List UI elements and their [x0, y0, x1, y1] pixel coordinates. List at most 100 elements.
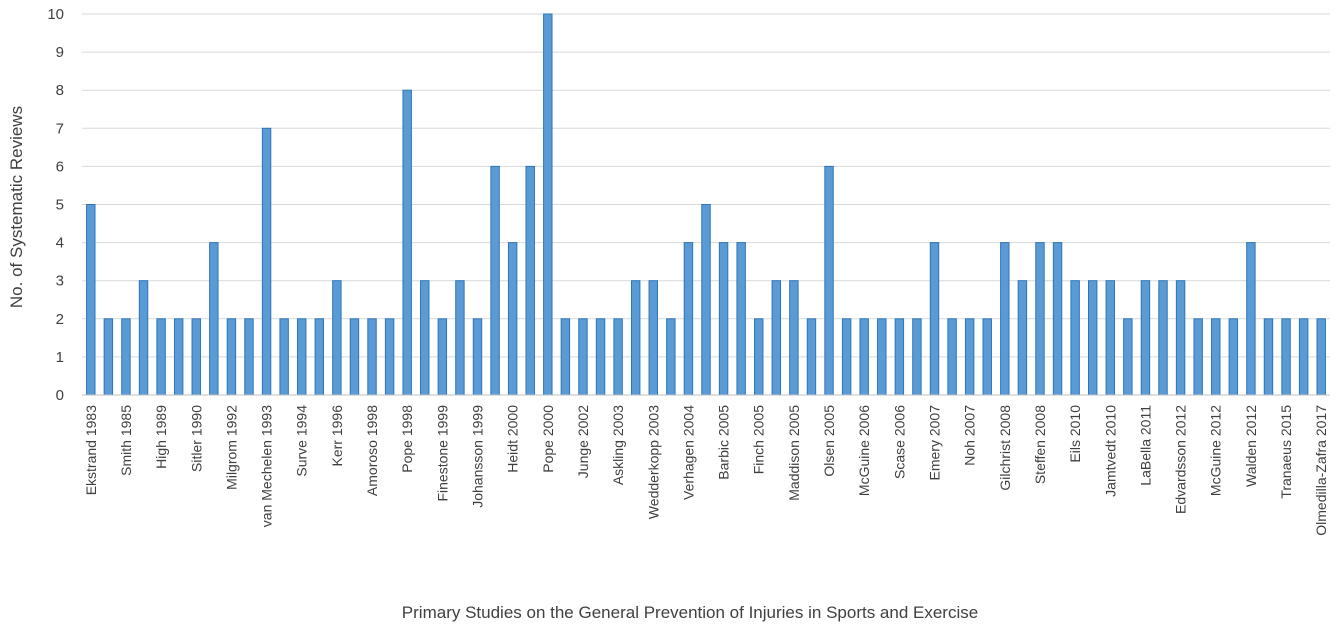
- bar: [244, 318, 254, 396]
- x-tick-label: Barbic 2005: [716, 405, 732, 480]
- x-tick-label: Pope 1998: [399, 405, 415, 473]
- bar: [648, 280, 658, 396]
- x-tick-label: Maddison 2005: [786, 405, 802, 501]
- bar: [1263, 318, 1274, 396]
- x-tick-label: Noh 2007: [962, 405, 978, 466]
- bar: [367, 318, 377, 396]
- y-tick-label: 2: [56, 311, 64, 328]
- bar: [736, 242, 746, 396]
- bar: [1281, 318, 1291, 396]
- y-tick-label: 1: [56, 349, 64, 366]
- bar: [771, 280, 782, 396]
- x-tick-label: Surve 1994: [294, 405, 310, 477]
- bar: [173, 318, 184, 396]
- x-tick-label: Edvardsson 2012: [1173, 405, 1189, 514]
- bar: [754, 318, 764, 396]
- bar: [578, 318, 588, 396]
- x-tick-label: Eils 2010: [1067, 405, 1083, 463]
- bar: [138, 280, 149, 396]
- x-tick-label: Sitler 1990: [188, 405, 204, 472]
- bar: [1105, 280, 1116, 396]
- bar: [296, 318, 307, 396]
- x-tick-label: High 1989: [153, 405, 169, 469]
- bar: [472, 318, 483, 396]
- bar: [789, 280, 799, 396]
- x-tick-label: Finestone 1999: [434, 405, 450, 502]
- bar: [595, 318, 606, 396]
- x-tick-label: Olsen 2005: [821, 405, 837, 477]
- x-tick-label: Pope 2000: [540, 405, 556, 473]
- bar: [1228, 318, 1239, 396]
- bar: [1246, 242, 1256, 396]
- x-axis-ticks: Ekstrand 1983 Smith 1985 High 1989 Sitler 1…: [83, 405, 1329, 536]
- bar: [384, 318, 395, 396]
- x-tick-label: Milgrom 1992: [223, 405, 239, 490]
- y-axis-title: No. of Systematic Reviews: [7, 106, 26, 308]
- bar: [103, 318, 114, 396]
- x-tick-label: Olmedilla-Zafra 2017: [1313, 405, 1329, 536]
- x-tick-label: Finch 2005: [751, 405, 767, 474]
- bar: [1193, 318, 1203, 396]
- y-axis-ticks: 0 1 2 3 4 5 6 7 8 9 10: [47, 6, 64, 404]
- bar: [420, 280, 430, 396]
- bar: [209, 242, 219, 396]
- bar: [279, 318, 289, 396]
- bar: [349, 318, 360, 396]
- bar: [1158, 280, 1168, 396]
- x-tick-label: Kerr 1996: [329, 405, 345, 467]
- bar: [912, 318, 922, 396]
- x-tick-label: Wedderkopp 2003: [645, 405, 661, 519]
- bar: [1070, 280, 1080, 396]
- y-tick-label: 5: [56, 197, 64, 214]
- y-tick-label: 4: [56, 235, 64, 252]
- bar: [824, 165, 834, 396]
- bar: [806, 318, 817, 396]
- bar: [929, 242, 940, 396]
- x-axis-title: Primary Studies on the General Preventio…: [402, 603, 978, 622]
- bar: [613, 318, 623, 396]
- y-tick-label: 7: [56, 120, 64, 137]
- bar: [402, 89, 412, 396]
- bar: [894, 318, 905, 396]
- y-tick-label: 3: [56, 273, 64, 290]
- x-tick-label: McGuine 2012: [1208, 405, 1224, 496]
- bar: [226, 318, 237, 396]
- bar: [947, 318, 957, 396]
- bar: [701, 204, 711, 396]
- x-tick-label: Junge 2002: [575, 405, 591, 478]
- bar: [191, 318, 201, 396]
- x-tick-label: Ekstrand 1983: [83, 405, 99, 495]
- bar: [718, 242, 729, 396]
- bar: [1087, 280, 1098, 396]
- bar: [1211, 318, 1221, 396]
- bar: [560, 318, 571, 396]
- bar: [314, 318, 325, 396]
- x-tick-label: Heidt 2000: [505, 405, 521, 473]
- bar: [982, 318, 992, 396]
- bar: [1123, 318, 1133, 396]
- x-tick-label: LaBella 2011: [1137, 405, 1153, 486]
- bar: [1000, 242, 1010, 396]
- x-tick-label: Walden 2012: [1243, 405, 1259, 487]
- x-tick-label: Askling 2003: [610, 405, 626, 485]
- bar: [1175, 280, 1186, 396]
- x-tick-label: Emery 2007: [927, 405, 943, 481]
- bar: [1052, 242, 1063, 396]
- bar: [525, 165, 535, 396]
- bar: [121, 318, 131, 396]
- bar: [261, 127, 272, 396]
- bar: [156, 318, 166, 396]
- bar: [490, 165, 500, 396]
- bar: [859, 318, 869, 396]
- bar: [1298, 318, 1309, 396]
- x-tick-label: Johansson 1999: [469, 405, 485, 508]
- bar: [841, 318, 852, 396]
- x-tick-label: Verhagen 2004: [680, 405, 696, 500]
- bar: [666, 318, 676, 396]
- bar: [1017, 280, 1028, 396]
- bar: [877, 318, 887, 396]
- bars: [86, 13, 1326, 396]
- x-tick-label: Amoroso 1998: [364, 405, 380, 496]
- bar: [1035, 242, 1045, 396]
